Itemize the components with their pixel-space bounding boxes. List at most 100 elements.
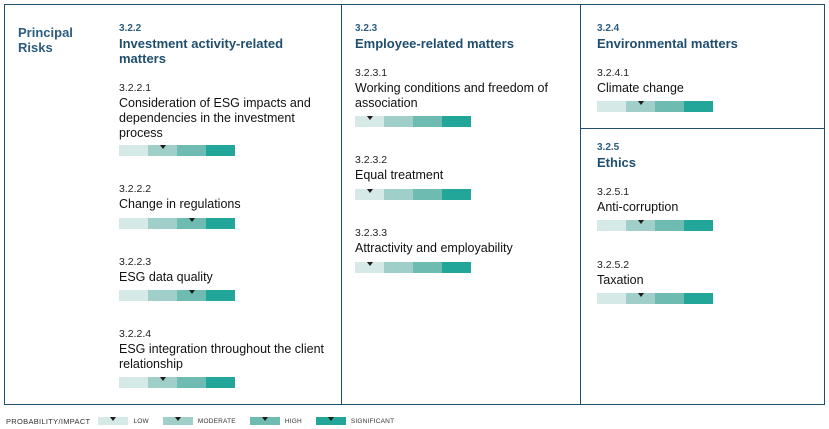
risk-number: 3.2.5.1 (597, 186, 630, 198)
scale-segment-significant (206, 377, 235, 388)
section-title: Investment activity-related matters (119, 36, 284, 66)
section-title: Employee-related matters (355, 36, 514, 51)
section-investment: 3.2.2 Investment activity-related matter… (119, 23, 334, 388)
scale-segment-significant (206, 218, 235, 229)
scale-segment-high (177, 218, 206, 229)
risk-scale (597, 293, 713, 304)
legend-swatch-low (98, 417, 129, 425)
risk-item: 3.2.5.2 Taxation (597, 259, 812, 288)
risk-item: 3.2.4.1 Climate change (597, 67, 812, 96)
level-marker-icon (159, 145, 166, 149)
risk-number: 3.2.2.4 (119, 328, 152, 340)
scale-segment-high (413, 262, 442, 273)
risk-name: Attractivity and employability (355, 241, 513, 255)
risk-name: Working conditions and freedom of associ… (355, 81, 548, 110)
section-ethics: 3.2.5 Ethics 3.2.5.1 Anti-corruption 3.2… (597, 142, 817, 304)
risk-scale (355, 116, 471, 127)
section-number: 3.2.4 (597, 23, 620, 34)
risk-item: 3.2.3.1 Working conditions and freedom o… (355, 67, 570, 111)
scale-segment-significant (684, 293, 713, 304)
scale-segment-significant (206, 290, 235, 301)
section-environmental: 3.2.4 Environmental matters 3.2.4.1 Clim… (597, 23, 817, 112)
legend-label: MODERATE (197, 417, 236, 425)
legend-item-significant: SIGNIFICANT (315, 417, 394, 425)
scale-segment-high (655, 220, 684, 231)
legend-swatch-moderate (162, 417, 193, 425)
scale-segment-high (655, 101, 684, 112)
legend-item-moderate: MODERATE (162, 417, 236, 425)
level-marker-icon (110, 417, 117, 421)
risk-scale (597, 220, 713, 231)
scale-segment-low (119, 377, 148, 388)
risk-item: 3.2.5.1 Anti-corruption (597, 186, 812, 215)
scale-segment-low (597, 101, 626, 112)
risk-number: 3.2.3.1 (355, 67, 388, 79)
scale-segment-low (597, 293, 626, 304)
risk-scale (119, 290, 235, 301)
level-marker-icon (188, 218, 195, 222)
scale-segment-low (355, 116, 384, 127)
risk-scale (119, 377, 235, 388)
column-divider-2 (580, 4, 581, 405)
scale-segment-significant (684, 220, 713, 231)
risk-scale (597, 101, 713, 112)
scale-segment-low (119, 218, 148, 229)
risk-name: Equal treatment (355, 168, 444, 182)
legend-title: PROBABILITY/IMPACT (6, 416, 91, 426)
legend-swatch-significant (315, 417, 346, 425)
scale-segment-low (597, 220, 626, 231)
column-divider-1 (341, 4, 342, 405)
risk-number: 3.2.2.3 (119, 256, 152, 268)
scale-segment-moderate (148, 145, 177, 156)
risk-name: Change in regulations (119, 197, 241, 211)
scale-segment-significant (442, 189, 471, 200)
level-marker-icon (637, 101, 644, 105)
level-marker-icon (174, 417, 181, 421)
legend-item-low: LOW (98, 417, 149, 425)
scale-segment-moderate (148, 290, 177, 301)
scale-segment-high (655, 293, 684, 304)
scale-segment-moderate (384, 262, 413, 273)
section-number: 3.2.2 (119, 23, 142, 34)
scale-segment-significant (684, 101, 713, 112)
risk-scale (355, 189, 471, 200)
level-marker-icon (366, 116, 373, 120)
risk-number: 3.2.3.3 (355, 227, 388, 239)
risk-name: ESG integration throughout the client re… (119, 342, 324, 371)
level-marker-icon (159, 377, 166, 381)
risk-number: 3.2.2.1 (119, 82, 152, 94)
risk-item: 3.2.3.3 Attractivity and employability (355, 227, 570, 256)
scale-segment-significant (442, 116, 471, 127)
level-marker-icon (366, 262, 373, 266)
scale-segment-moderate (626, 101, 655, 112)
scale-segment-moderate (626, 293, 655, 304)
risk-item: 3.2.3.2 Equal treatment (355, 154, 570, 183)
section-number: 3.2.5 (597, 142, 620, 153)
risk-name: Anti-corruption (597, 200, 679, 214)
section-title: Ethics (597, 155, 637, 170)
level-marker-icon (637, 293, 644, 297)
level-marker-icon (261, 417, 268, 421)
risk-name: Climate change (597, 81, 684, 95)
legend-label: HIGH (284, 417, 302, 425)
legend-swatch-high (249, 417, 280, 425)
level-marker-icon (637, 220, 644, 224)
scale-segment-moderate (384, 189, 413, 200)
scale-segment-high (177, 290, 206, 301)
risk-item: 3.2.2.4 ESG integration throughout the c… (119, 328, 329, 372)
legend-label: LOW (133, 417, 149, 425)
scale-segment-significant (206, 145, 235, 156)
scale-segment-low (119, 145, 148, 156)
risk-scale (355, 262, 471, 273)
risk-scale (119, 145, 235, 156)
risk-item: 3.2.2.2 Change in regulations (119, 183, 329, 212)
risk-number: 3.2.2.2 (119, 183, 152, 195)
risk-number: 3.2.4.1 (597, 67, 630, 79)
scale-segment-moderate (148, 218, 177, 229)
risk-item: 3.2.2.3 ESG data quality (119, 256, 329, 285)
principal-risks-label: Principal Risks (18, 25, 73, 55)
scale-segment-moderate (148, 377, 177, 388)
section-number: 3.2.3 (355, 23, 378, 34)
risk-name: Consideration of ESG impacts and depende… (119, 96, 311, 140)
scale-segment-significant (442, 262, 471, 273)
